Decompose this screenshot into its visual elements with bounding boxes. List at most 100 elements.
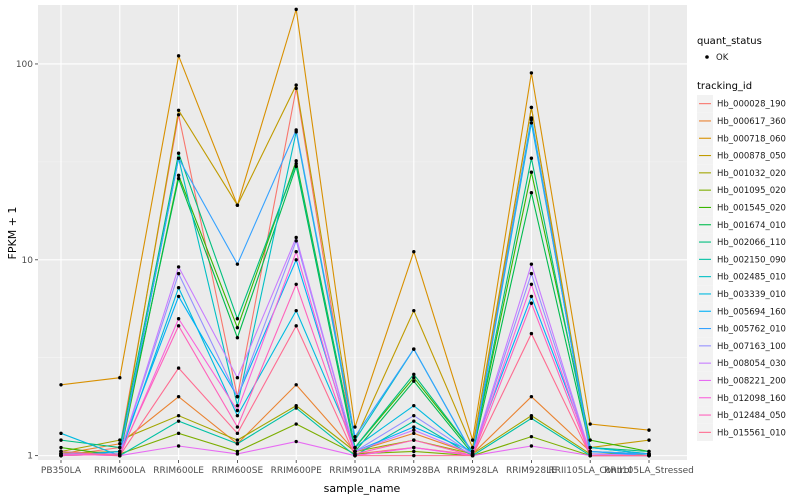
data-point bbox=[412, 438, 416, 442]
data-point bbox=[235, 438, 240, 442]
data-point bbox=[59, 431, 63, 436]
data-point bbox=[235, 442, 240, 446]
x-tick-label: RRII105LA_Stressed bbox=[604, 466, 694, 476]
legend-label-hb_000878_050: Hb_000878_050 bbox=[717, 152, 786, 162]
x-axis-ticks: PB350LA RRIM600LA RRIM600LE RRIM600SE RRIM60… bbox=[41, 460, 694, 476]
data-point bbox=[176, 113, 181, 117]
x-tick-label: RRIM600LE bbox=[153, 466, 204, 476]
series-points bbox=[59, 7, 651, 458]
data-point bbox=[529, 117, 534, 122]
data-point bbox=[176, 394, 181, 399]
data-point bbox=[294, 403, 298, 408]
data-point bbox=[176, 413, 181, 418]
data-point bbox=[412, 428, 416, 432]
legend-label-hb_002485_010: Hb_002485_010 bbox=[717, 273, 786, 283]
x-tick-label: RRIM928BA bbox=[388, 466, 441, 476]
data-point bbox=[294, 308, 298, 313]
data-point bbox=[412, 425, 416, 429]
legend-label-hb_003339_010: Hb_003339_010 bbox=[717, 290, 786, 300]
data-point bbox=[176, 294, 181, 299]
legend-label-hb_007163_100: Hb_007163_100 bbox=[717, 342, 786, 352]
x-tick-label: RRIM928LA bbox=[447, 466, 499, 476]
data-point bbox=[176, 108, 181, 112]
x-tick-label: PB350LA bbox=[41, 466, 82, 476]
data-point bbox=[235, 413, 240, 418]
data-point bbox=[176, 419, 181, 423]
data-point bbox=[412, 379, 416, 383]
legend-label-hb_015561_010: Hb_015561_010 bbox=[717, 428, 786, 438]
shape-legend-label-ok: OK bbox=[716, 53, 729, 63]
data-point bbox=[529, 434, 534, 439]
data-point bbox=[176, 317, 181, 321]
data-point bbox=[118, 376, 122, 380]
data-point bbox=[59, 449, 63, 454]
data-point bbox=[294, 7, 298, 12]
data-point bbox=[176, 265, 181, 269]
data-point bbox=[353, 434, 357, 439]
data-point bbox=[412, 372, 416, 377]
data-point bbox=[294, 406, 298, 410]
data-point bbox=[529, 282, 534, 286]
data-point bbox=[353, 438, 357, 442]
data-point bbox=[176, 431, 181, 436]
data-point bbox=[529, 156, 534, 160]
legend-label-hb_000028_190: Hb_000028_190 bbox=[717, 100, 786, 110]
data-point bbox=[529, 394, 534, 399]
x-tick-label: RRIM600LA bbox=[94, 466, 146, 476]
y-tick-label: 100 bbox=[16, 60, 33, 70]
legend-label-hb_005762_010: Hb_005762_010 bbox=[717, 325, 786, 335]
data-point bbox=[176, 286, 181, 290]
color-legend-title: tracking_id bbox=[697, 81, 752, 92]
data-point bbox=[176, 156, 181, 160]
data-point bbox=[529, 301, 534, 305]
data-point bbox=[118, 438, 122, 442]
shape-legend-title: quant_status bbox=[697, 36, 762, 47]
data-point bbox=[235, 317, 240, 321]
data-point bbox=[294, 258, 298, 262]
legend-label-hb_000617_360: Hb_000617_360 bbox=[717, 117, 786, 127]
data-point bbox=[294, 239, 298, 243]
y-axis-title: FPKM + 1 bbox=[6, 207, 19, 260]
legend-label-hb_001674_010: Hb_001674_010 bbox=[717, 221, 786, 231]
data-point bbox=[353, 449, 357, 454]
data-point bbox=[294, 83, 298, 87]
data-point bbox=[353, 425, 357, 429]
y-tick-label: 1 bbox=[27, 452, 33, 462]
data-point bbox=[235, 376, 240, 380]
legend-label-hb_012484_050: Hb_012484_050 bbox=[717, 411, 786, 421]
data-point bbox=[294, 324, 298, 328]
data-point bbox=[529, 444, 534, 448]
data-point bbox=[235, 449, 240, 454]
data-point bbox=[118, 442, 122, 446]
y-axis-ticks: 1 10 100 bbox=[16, 60, 38, 462]
data-point bbox=[59, 438, 63, 442]
legend-label-hb_005694_160: Hb_005694_160 bbox=[717, 307, 786, 317]
data-point bbox=[529, 416, 534, 421]
data-point bbox=[529, 121, 534, 125]
data-point bbox=[470, 438, 475, 442]
legend-label-hb_000718_060: Hb_000718_060 bbox=[717, 134, 786, 144]
shape-legend: quant_status OK bbox=[697, 36, 762, 63]
data-point bbox=[235, 262, 240, 266]
data-point bbox=[118, 449, 122, 454]
data-point bbox=[294, 164, 298, 169]
legend-label-hb_002150_090: Hb_002150_090 bbox=[717, 255, 786, 265]
data-point bbox=[294, 249, 298, 254]
data-point bbox=[647, 438, 651, 442]
data-point bbox=[353, 453, 357, 458]
data-point bbox=[470, 449, 475, 454]
data-point bbox=[176, 271, 181, 276]
data-point bbox=[470, 453, 475, 458]
data-point bbox=[294, 159, 298, 163]
legend-label-hb_001545_020: Hb_001545_020 bbox=[717, 203, 786, 213]
data-point bbox=[412, 249, 416, 254]
data-point bbox=[235, 425, 240, 429]
data-point bbox=[235, 403, 240, 408]
data-point bbox=[412, 449, 416, 454]
data-point bbox=[118, 445, 122, 450]
data-point bbox=[176, 444, 181, 448]
data-point bbox=[412, 376, 416, 380]
data-point bbox=[588, 438, 592, 442]
x-tick-label: RRIM600SE bbox=[212, 466, 264, 476]
data-point bbox=[412, 347, 416, 351]
